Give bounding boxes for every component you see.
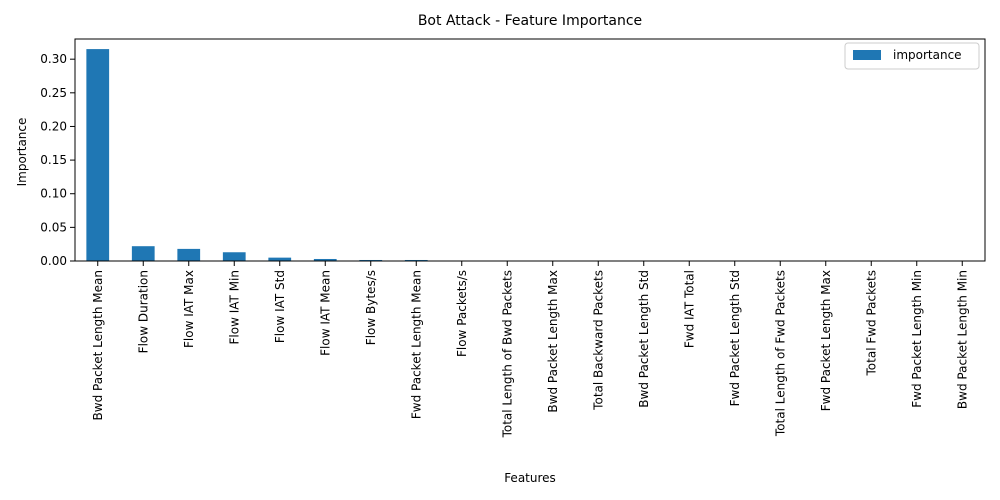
y-axis-label: Importance [15, 118, 29, 187]
x-tick-label: Flow Bytes/s [364, 270, 378, 345]
legend-swatch [853, 50, 881, 60]
x-tick-label: Fwd Packet Length Std [728, 270, 742, 406]
x-tick-label: Total Backward Packets [591, 270, 605, 411]
bar [86, 49, 110, 261]
x-tick-label: Total Length of Fwd Packets [773, 270, 787, 437]
bar [404, 259, 428, 261]
y-tick-label: 0.10 [40, 187, 67, 201]
x-tick-label: Bwd Packet Length Mean [91, 270, 105, 420]
y-tick-label: 0.30 [40, 52, 67, 66]
x-tick-label: Bwd Packet Length Max [546, 270, 560, 413]
y-tick-label: 0.05 [40, 220, 67, 234]
plot-frame [74, 38, 986, 262]
bar [268, 257, 292, 261]
chart-title: Bot Attack - Feature Importance [418, 13, 642, 29]
y-tick-label: 0.00 [40, 254, 67, 268]
bar [177, 248, 201, 261]
x-tick-label: Fwd Packet Length Mean [409, 270, 423, 419]
legend: importance [844, 42, 980, 70]
x-tick-label: Flow IAT Std [273, 270, 287, 343]
plot-area: 0.00 0.05 0.10 0.15 0.20 0.25 0.30 Bwd Packet L… [40, 49, 969, 438]
x-tick-label: Total Length of Bwd Packets [500, 270, 514, 438]
legend-box [844, 42, 980, 70]
x-tick-label: Fwd IAT Total [682, 270, 696, 348]
legend-entry-importance: importance [893, 48, 962, 62]
y-tick-label: 0.15 [40, 153, 67, 167]
y-tick-label: 0.20 [40, 119, 67, 133]
x-tick-label: Flow Packets/s [455, 270, 469, 357]
bar [359, 259, 383, 261]
x-tick-label: Bwd Packet Length Min [955, 270, 969, 409]
x-tick-label: Flow IAT Mean [318, 270, 332, 356]
bar [222, 252, 246, 261]
x-tick-label: Flow IAT Min [227, 270, 241, 344]
x-tick-label: Fwd Packet Length Min [910, 270, 924, 408]
x-tick-label: Bwd Packet Length Std [637, 270, 651, 408]
x-tick-label: Flow IAT Max [182, 270, 196, 348]
bar [313, 258, 337, 261]
x-axis-label: Features [504, 471, 556, 485]
x-tick-label: Fwd Packet Length Max [819, 270, 833, 411]
y-tick-label: 0.25 [40, 86, 67, 100]
x-tick-label: Total Fwd Packets [864, 270, 878, 377]
bar [131, 246, 155, 261]
x-tick-label: Flow Duration [136, 270, 150, 353]
